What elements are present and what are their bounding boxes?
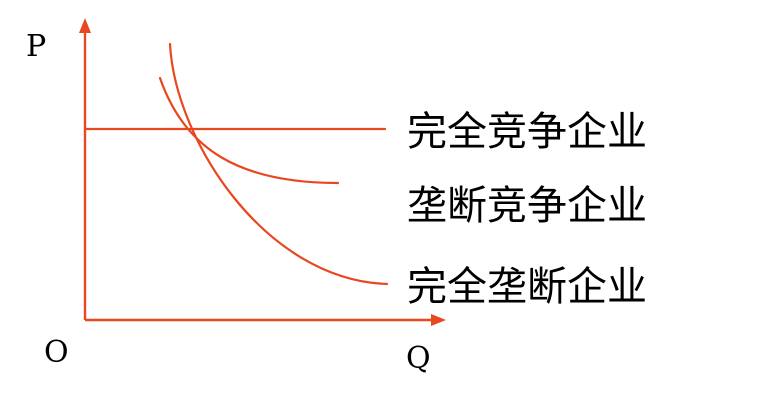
perfect-competition-label: 完全竞争企业	[407, 109, 647, 155]
monopolistic-competition-label: 垄断竞争企业	[407, 183, 647, 229]
origin-label: O	[44, 335, 69, 370]
y-axis-label: P	[26, 29, 46, 64]
x-axis-arrow-icon	[431, 314, 446, 326]
y-axis-arrow-icon	[79, 18, 91, 33]
monopolistic-competition-demand-curve	[158, 76, 340, 185]
monopoly-demand-curve	[168, 42, 389, 286]
x-axis-label: Q	[406, 341, 431, 376]
monopoly-label: 完全垄断企业	[407, 264, 647, 310]
